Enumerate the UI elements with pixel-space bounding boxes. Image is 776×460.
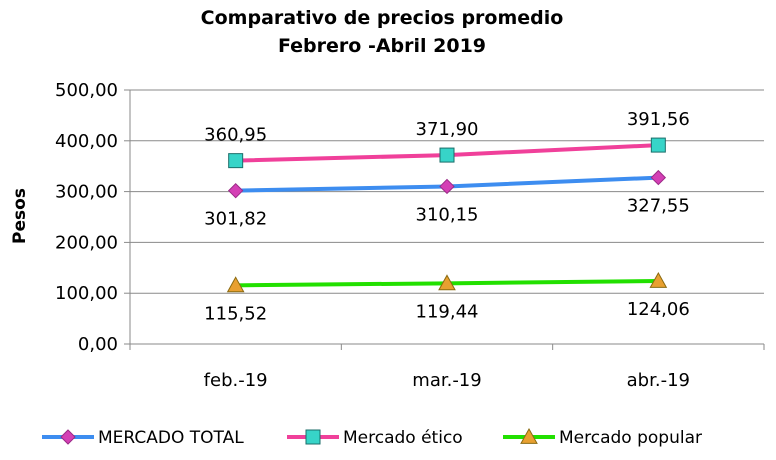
data-label: 327,55 <box>627 196 690 217</box>
x-tick-label: abr.-19 <box>627 370 690 391</box>
y-tick-label: 500,00 <box>55 80 118 101</box>
y-tick-label: 400,00 <box>55 131 118 152</box>
data-label: 301,82 <box>204 209 267 230</box>
data-point <box>228 153 244 169</box>
x-tick-label: feb.-19 <box>204 370 268 391</box>
data-label: 124,06 <box>627 299 690 320</box>
legend-marker <box>60 429 76 445</box>
data-point <box>439 147 455 163</box>
legend-marker <box>520 427 538 444</box>
x-tick-label: mar.-19 <box>412 370 481 391</box>
legend-label: Mercado ético <box>343 428 463 448</box>
data-point <box>439 178 455 195</box>
data-label: 360,95 <box>204 125 267 146</box>
legend-label: Mercado popular <box>559 428 702 448</box>
axes <box>124 89 765 350</box>
data-point <box>649 271 668 288</box>
y-axis-label: Pesos <box>10 188 30 244</box>
y-tick-label: 200,00 <box>55 232 118 253</box>
data-label: 115,52 <box>204 303 267 324</box>
series-group: 301,82 310,15 327,55 360,95 371,90 391,56 115,… <box>204 109 690 324</box>
data-label: 119,44 <box>416 301 479 322</box>
data-point <box>438 274 456 291</box>
data-label: 371,90 <box>416 119 479 140</box>
y-tick-labels: 0,00 100,00 200,00 300,00 400,00 500,00 <box>55 80 118 355</box>
data-label: 310,15 <box>416 204 479 225</box>
x-tick-labels: feb.-19 mar.-19 abr.-19 <box>204 370 690 391</box>
data-point <box>650 137 666 153</box>
legend-marker <box>305 429 321 445</box>
data-point <box>226 276 245 293</box>
y-tick-label: 100,00 <box>55 283 118 304</box>
chart-subtitle: Febrero -Abril 2019 <box>278 35 486 57</box>
chart-title: Comparativo de precios promedio <box>201 7 564 29</box>
data-label: 391,56 <box>627 109 690 130</box>
data-point <box>227 182 244 199</box>
legend-label: MERCADO TOTAL <box>98 428 244 448</box>
y-tick-label: 0,00 <box>78 334 118 355</box>
data-point <box>650 169 667 186</box>
y-tick-label: 300,00 <box>55 182 118 203</box>
legend: MERCADO TOTAL Mercado ético Mercado popula… <box>42 427 702 448</box>
